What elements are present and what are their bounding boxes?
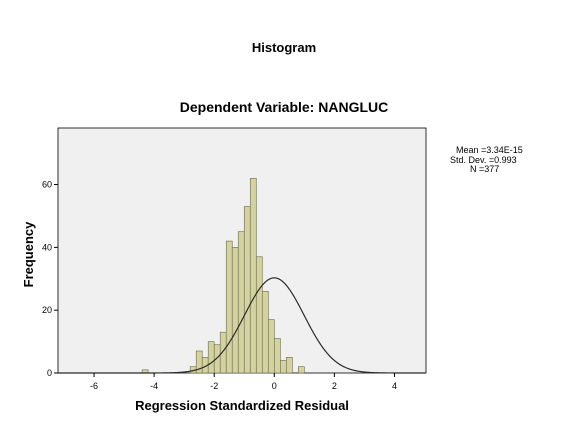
histogram-bar-7: [225, 240, 233, 374]
chart-subtitle: Dependent Variable: NANGLUC: [179, 99, 389, 115]
stats-std: Std. Dev. =0.993: [450, 154, 517, 165]
histogram-bar-18: [298, 366, 305, 374]
x-tick-label-4: 2: [332, 381, 337, 391]
histogram-bar-17: [286, 356, 293, 374]
histogram-bar-4: [207, 341, 215, 374]
y-axis-label: Frequency: [21, 221, 36, 288]
x-tick-label-2: -2: [210, 381, 218, 391]
stats-box: Mean =3.34E-15 Std. Dev. =0.993 N =377: [450, 145, 523, 175]
stats-mean: Mean =3.34E-15: [456, 145, 523, 155]
histogram-bar-8: [231, 247, 239, 374]
histogram-bar-16: [280, 360, 287, 374]
x-tick-label-5: 4: [392, 381, 397, 391]
x-tick-label-1: -4: [150, 381, 158, 391]
chart-title: Histogram: [251, 40, 317, 55]
histogram-bar-11: [249, 177, 257, 374]
histogram-bar-12: [255, 256, 263, 374]
histogram-bar-9: [237, 231, 245, 374]
y-tick-label-3: 60: [42, 180, 52, 190]
histogram-bar-6: [219, 331, 227, 374]
normal-curve: [58, 277, 426, 374]
histogram-bar-5: [213, 344, 221, 374]
histogram-bar-10: [243, 206, 251, 374]
histogram-bar-14: [267, 319, 275, 374]
y-tick-label-2: 40: [42, 242, 52, 252]
x-tick-label-0: -6: [90, 381, 98, 391]
x-axis-label: Regression Standardized Residual: [135, 398, 349, 413]
histogram-bar-15: [273, 338, 281, 374]
stats-n: N =377: [470, 164, 500, 174]
y-tick-label-1: 20: [42, 305, 52, 315]
x-tick-label-3: 0: [272, 381, 277, 391]
y-tick-label-0: 0: [47, 368, 52, 378]
histogram-bar-13: [261, 291, 269, 374]
